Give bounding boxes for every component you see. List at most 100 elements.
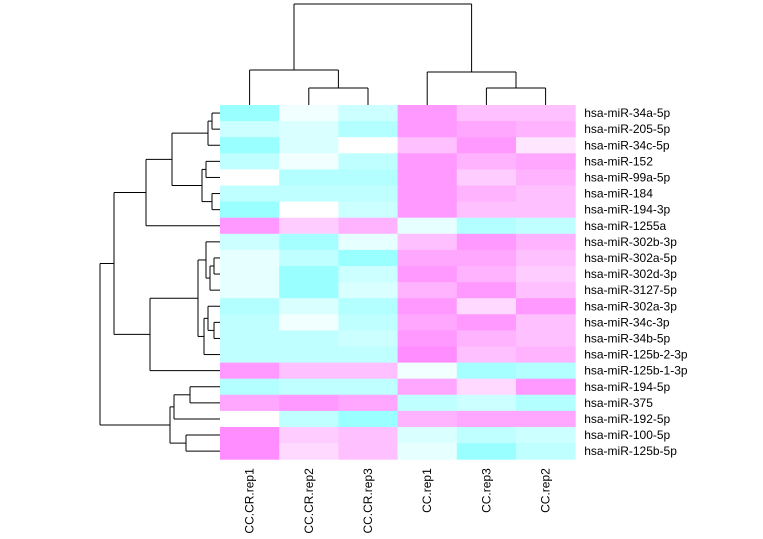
- heatmap-cell: [338, 394, 399, 412]
- heatmap-cell: [220, 201, 280, 219]
- row-label: hsa-miR-1255a: [584, 219, 666, 233]
- heatmap-cell: [220, 185, 280, 203]
- row-label: hsa-miR-194-3p: [584, 203, 670, 217]
- heatmap-cell: [220, 394, 280, 412]
- heatmap-cell: [397, 394, 458, 412]
- heatmap-cell: [338, 201, 399, 219]
- heatmap-cell: [397, 121, 458, 138]
- heatmap-cell: [516, 266, 576, 283]
- heatmap-cell: [456, 314, 517, 331]
- heatmap-cell: [279, 346, 339, 364]
- heatmap-cell: [516, 282, 576, 299]
- heatmap-cell: [279, 362, 339, 380]
- heatmap-cell: [279, 169, 339, 186]
- column-label: CC.rep2: [539, 468, 553, 513]
- heatmap-cell: [516, 201, 576, 219]
- heatmap-cell: [279, 394, 339, 412]
- heatmap-cell: [516, 298, 576, 315]
- heatmap-cell: [279, 266, 339, 283]
- heatmap-cell: [220, 314, 280, 331]
- heatmap-cell: [516, 394, 576, 412]
- heatmap-cell: [516, 314, 576, 331]
- heatmap-cell: [338, 217, 399, 235]
- heatmap-cell: [456, 266, 517, 283]
- heatmap-cell: [516, 233, 576, 251]
- column-label: CC.CR.rep2: [302, 468, 316, 534]
- heatmap-cell: [397, 217, 458, 235]
- heatmap-cell: [220, 233, 280, 251]
- row-label: hsa-miR-194-5p: [584, 380, 670, 394]
- heatmap-cell: [279, 153, 339, 170]
- heatmap-cell: [397, 105, 458, 122]
- heatmap-cell: [516, 169, 576, 186]
- heatmap-cell: [279, 217, 339, 235]
- heatmap-cell: [456, 410, 517, 428]
- row-label: hsa-miR-125b-1-3p: [584, 364, 688, 378]
- heatmap-cell: [516, 378, 576, 396]
- heatmap-cell: [279, 121, 339, 138]
- heatmap-cell: [397, 410, 458, 428]
- row-label: hsa-miR-184: [584, 187, 653, 201]
- heatmap-cell: [338, 233, 399, 251]
- heatmap-cell: [516, 105, 576, 122]
- heatmap-cell: [456, 201, 517, 219]
- heatmap-cell: [516, 330, 576, 347]
- row-label: hsa-miR-125b-5p: [584, 444, 677, 458]
- heatmap-cell: [279, 105, 339, 122]
- row-label: hsa-miR-125b-2-3p: [584, 348, 688, 362]
- row-label: hsa-miR-34b-5p: [584, 331, 670, 345]
- heatmap-cell: [220, 266, 280, 283]
- heatmap-cell: [516, 443, 576, 460]
- row-label: hsa-miR-302a-3p: [584, 299, 677, 313]
- heatmap-cell: [220, 217, 280, 235]
- row-label: hsa-miR-302a-5p: [584, 251, 677, 265]
- heatmap-cell: [397, 153, 458, 170]
- heatmap-cell: [279, 443, 339, 460]
- heatmap-cell: [397, 443, 458, 460]
- heatmap-cell: [397, 427, 458, 444]
- heatmap-cell: [338, 249, 399, 267]
- heatmap-cell: [397, 346, 458, 364]
- heatmap-cell: [338, 378, 399, 396]
- heatmap-cell: [456, 169, 517, 186]
- heatmap-cell: [338, 153, 399, 170]
- heatmap-cell: [279, 378, 339, 396]
- heatmap-cell: [338, 298, 399, 315]
- row-label: hsa-miR-34c-5p: [584, 138, 670, 152]
- heatmap-cell: [397, 201, 458, 219]
- heatmap-cell: [279, 410, 339, 428]
- heatmap-cell: [456, 217, 517, 235]
- row-label: hsa-miR-3127-5p: [584, 283, 677, 297]
- heatmap-cell: [279, 201, 339, 219]
- heatmap-cell: [279, 427, 339, 444]
- heatmap-cell: [220, 427, 280, 444]
- heatmap-cell: [397, 362, 458, 380]
- heatmap-cell: [338, 282, 399, 299]
- heatmap-cell: [397, 249, 458, 267]
- row-label: hsa-miR-99a-5p: [584, 170, 670, 184]
- row-label: hsa-miR-375: [584, 396, 653, 410]
- heatmap-cell: [220, 282, 280, 299]
- heatmap-cell: [397, 233, 458, 251]
- heatmap-cell: [279, 249, 339, 267]
- heatmap-cell: [279, 185, 339, 203]
- heatmap-cell: [279, 314, 339, 331]
- heatmap-cell: [516, 249, 576, 267]
- row-label: hsa-miR-34a-5p: [584, 106, 670, 120]
- heatmap-cell: [220, 362, 280, 380]
- column-dendrogram: [249, 3, 547, 105]
- heatmap-cell: [397, 330, 458, 347]
- heatmap-cell: [220, 121, 280, 138]
- heatmap-cell: [220, 378, 280, 396]
- heatmap-cell: [516, 137, 576, 154]
- heatmap-cell: [397, 282, 458, 299]
- heatmap-cell: [516, 121, 576, 138]
- row-label: hsa-miR-152: [584, 154, 653, 168]
- heatmap-cell: [220, 298, 280, 315]
- heatmap-cell: [220, 330, 280, 347]
- heatmap-cell: [456, 378, 517, 396]
- heatmap-cell: [279, 298, 339, 315]
- heatmap-cell: [456, 362, 517, 380]
- heatmap-cell: [338, 121, 399, 138]
